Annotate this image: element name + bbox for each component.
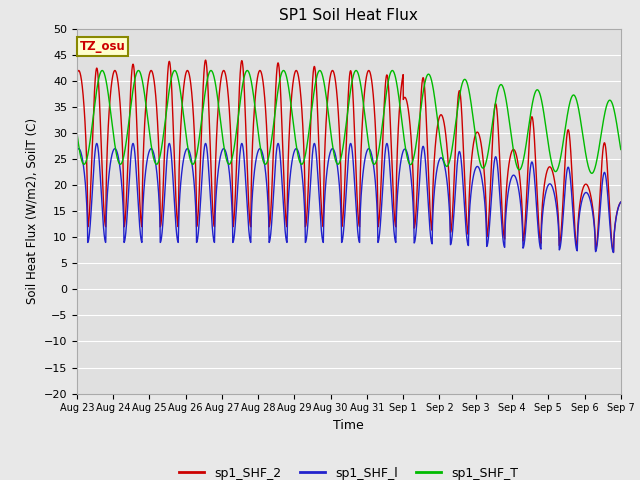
Line: sp1_SHF_T: sp1_SHF_T [77,71,621,173]
sp1_SHF_2 [617,199,625,205]
sp1_SHF_2 [610,249,618,255]
Text: TZ_osu: TZ_osu [79,40,125,53]
sp1_SHF_l [412,235,419,241]
Line: sp1_SHF_l: sp1_SHF_l [77,144,621,252]
Title: SP1 Soil Heat Flux: SP1 Soil Heat Flux [280,9,418,24]
sp1_SHF_T [99,68,106,73]
X-axis label: Time: Time [333,419,364,432]
sp1_SHF_T [402,147,410,153]
sp1_SHF_T [565,102,573,108]
sp1_SHF_2 [202,57,209,63]
sp1_SHF_2 [73,72,81,77]
sp1_SHF_l [565,167,573,173]
Y-axis label: Soil Heat Flux (W/m2), SoilT (C): Soil Heat Flux (W/m2), SoilT (C) [25,118,38,304]
sp1_SHF_l [93,141,100,146]
sp1_SHF_2 [189,111,197,117]
sp1_SHF_T [73,129,81,135]
sp1_SHF_l [73,148,81,154]
Line: sp1_SHF_2: sp1_SHF_2 [77,60,621,252]
sp1_SHF_T [225,161,233,167]
sp1_SHF_l [610,250,618,255]
sp1_SHF_T [412,146,419,152]
sp1_SHF_l [225,166,233,171]
sp1_SHF_2 [225,100,233,106]
sp1_SHF_l [189,174,197,180]
sp1_SHF_l [617,199,625,205]
sp1_SHF_T [588,170,596,176]
sp1_SHF_2 [402,96,410,101]
sp1_SHF_2 [412,218,419,224]
sp1_SHF_T [189,161,197,167]
sp1_SHF_2 [565,131,573,137]
sp1_SHF_2 [617,199,625,205]
sp1_SHF_T [617,146,625,152]
sp1_SHF_l [617,199,625,205]
Legend: sp1_SHF_2, sp1_SHF_l, sp1_SHF_T: sp1_SHF_2, sp1_SHF_l, sp1_SHF_T [174,462,524,480]
sp1_SHF_l [402,147,410,153]
sp1_SHF_T [617,146,625,152]
